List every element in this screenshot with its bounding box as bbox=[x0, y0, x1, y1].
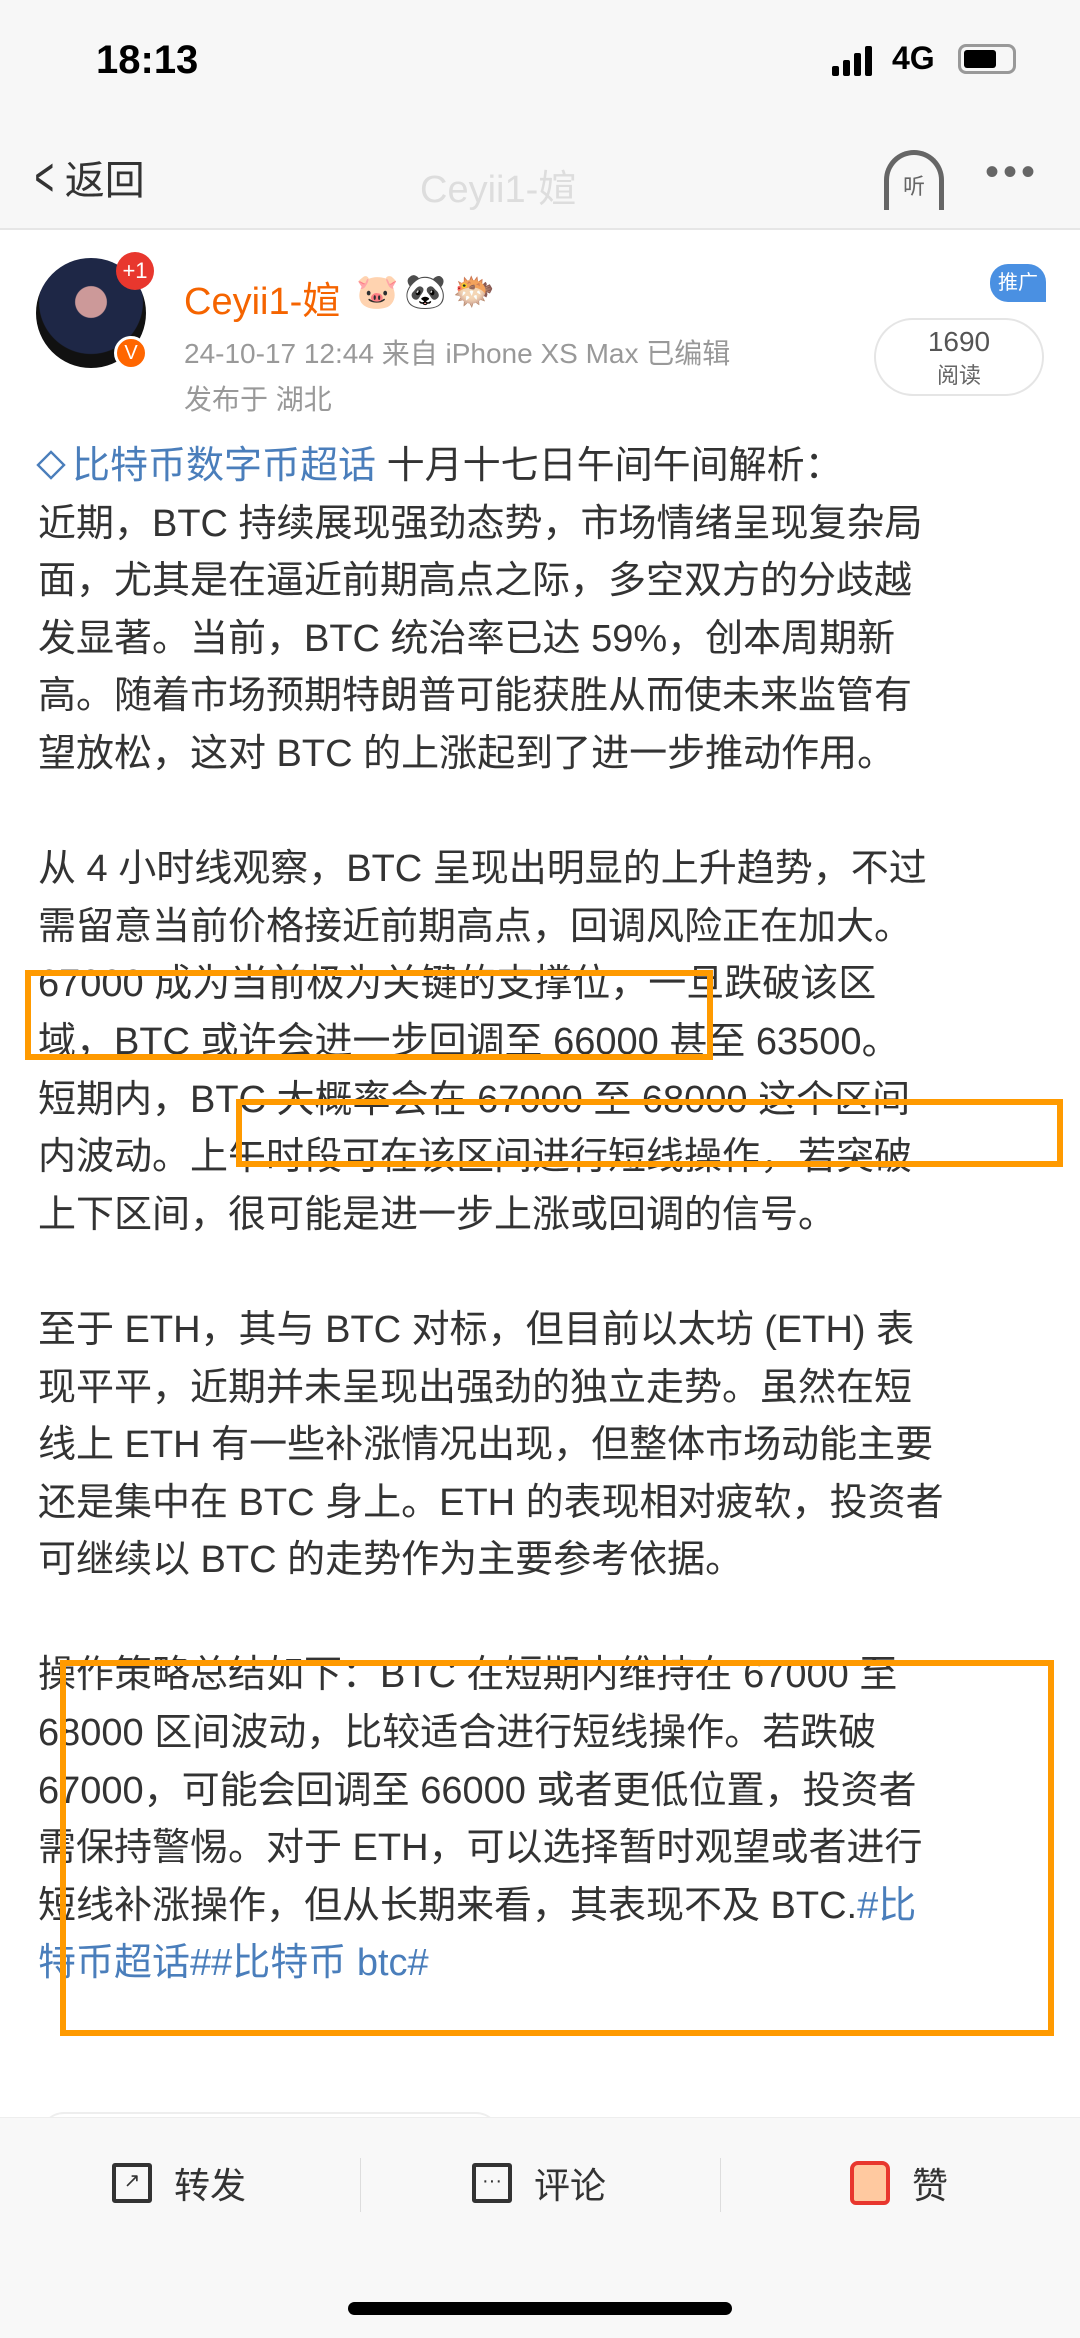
listen-headphones-icon[interactable]: 听 bbox=[884, 150, 944, 210]
back-label: 返回 bbox=[64, 159, 145, 203]
divider bbox=[720, 2158, 721, 2212]
body-line: 发显著。当前，BTC 统治率已达 59%，创本周期新 bbox=[38, 617, 896, 660]
body-line: 需留意当前价格接近前期高点，回调风险正在加大。 bbox=[38, 905, 913, 948]
chevron-left-icon: < bbox=[34, 145, 55, 208]
clock: 18:13 bbox=[96, 38, 199, 82]
read-count[interactable]: 1690 阅读 bbox=[874, 318, 1044, 396]
body-line: 近期，BTC 持续展现强劲态势，市场情绪呈现复杂局 bbox=[38, 502, 923, 545]
supertopic-diamond-icon bbox=[36, 450, 66, 480]
paragraph-gap bbox=[38, 1244, 1048, 1302]
body-line: 短线补涨操作，但从长期来看，其表现不及 BTC.#比 bbox=[38, 1884, 917, 1927]
comment-button[interactable]: ··· 评论 bbox=[472, 2158, 606, 2208]
highlight-box-range bbox=[236, 1099, 1063, 1167]
paragraph-gap bbox=[38, 784, 1048, 842]
home-indicator[interactable] bbox=[348, 2302, 732, 2315]
read-count-value: 1690 bbox=[927, 326, 991, 357]
body-line: 从 4 小时线观察，BTC 呈现出明显的上升趋势，不过 bbox=[38, 848, 927, 891]
body-line: 至于 ETH，其与 BTC 对标，但目前以太坊 (ETH) 表 bbox=[38, 1308, 915, 1351]
action-bar: ↗ 转发 ··· 评论 赞 bbox=[0, 2117, 1080, 2338]
highlight-box-strategy bbox=[60, 1660, 1054, 2036]
status-bar: 18:13 4G bbox=[0, 0, 1080, 130]
repost-icon: ↗ bbox=[112, 2163, 152, 2203]
user-badges: 🐷 🐼 🐡 bbox=[356, 272, 495, 312]
comment-icon: ··· bbox=[472, 2163, 512, 2203]
pig-badge-icon: 🐷 bbox=[356, 273, 399, 311]
body-line: 可继续以 BTC 的走势作为主要参考依据。 bbox=[38, 1539, 744, 1582]
nav-title: Ceyii1-媗 bbox=[420, 169, 577, 211]
hashtag-link[interactable]: #比 bbox=[857, 1884, 917, 1927]
post-location: 发布于 湖北 bbox=[184, 384, 332, 415]
post-meta: 24-10-17 12:44 来自 iPhone XS Max 已编辑 bbox=[184, 338, 731, 369]
battery-icon bbox=[958, 44, 1016, 74]
body-line: 面，尤其是在逼近前期高点之际，多空双方的分歧越 bbox=[38, 560, 913, 603]
body-line: 高。随着市场预期特朗普可能获胜从而使未来监管有 bbox=[38, 675, 913, 718]
body-line: 上下区间，很可能是进一步上涨或回调的信号。 bbox=[38, 1193, 837, 1236]
body-line: 还是集中在 BTC 身上。ETH 的表现相对疲软，投资者 bbox=[38, 1481, 944, 1524]
verified-icon: V bbox=[114, 336, 148, 370]
repost-button[interactable]: ↗ 转发 bbox=[112, 2158, 246, 2208]
body-line: 比特币数字币超话 十月十七日午间午间解析： bbox=[36, 438, 1048, 496]
network-type: 4G bbox=[892, 40, 935, 76]
highlight-box-support bbox=[25, 970, 713, 1060]
body-line: 现平平，近期并未呈现出强劲的独立走势。虽然在短 bbox=[38, 1366, 913, 1409]
like-button[interactable]: 赞 bbox=[850, 2158, 948, 2208]
divider bbox=[360, 2158, 361, 2212]
body-line: 需保持警惕。对于 ETH，可以选择暂时观望或者进行 bbox=[38, 1827, 923, 1870]
back-button[interactable]: < 返回 bbox=[28, 148, 145, 206]
promo-badge[interactable]: 推广 bbox=[990, 264, 1046, 302]
topic-link[interactable]: 比特币数字币超话 bbox=[36, 445, 376, 487]
nav-bar: < 返回 Ceyii1-媗 听 ••• bbox=[0, 130, 1080, 230]
body-line: 望放松，这对 BTC 的上涨起到了进一步推动作用。 bbox=[38, 732, 896, 775]
avatar-badge: +1 bbox=[116, 252, 154, 290]
author-name[interactable]: Ceyii1-媗 bbox=[184, 281, 341, 323]
read-count-label: 阅读 bbox=[936, 363, 981, 388]
signal-icon bbox=[832, 46, 872, 76]
body-line: 内波动。上午时段可在该区间进行短线操作，若突破 bbox=[38, 1136, 913, 1179]
body-line: 线上 ETH 有一些补涨情况出现，但整体市场动能主要 bbox=[38, 1424, 934, 1467]
body-line: 68000 区间波动，比较适合进行短线操作。若跌破 bbox=[38, 1712, 877, 1755]
fish-badge-icon: 🐡 bbox=[452, 273, 496, 311]
paragraph-gap bbox=[38, 1590, 1048, 1648]
panda-badge-icon: 🐼 bbox=[404, 273, 447, 311]
more-icon[interactable]: ••• bbox=[985, 150, 1040, 194]
thumbs-up-icon bbox=[850, 2161, 890, 2205]
hashtag-link[interactable]: 特币超话##比特币 btc# bbox=[38, 1942, 429, 1985]
body-line: 67000，可能会回调至 66000 或者更低位置，投资者 bbox=[38, 1769, 917, 1812]
